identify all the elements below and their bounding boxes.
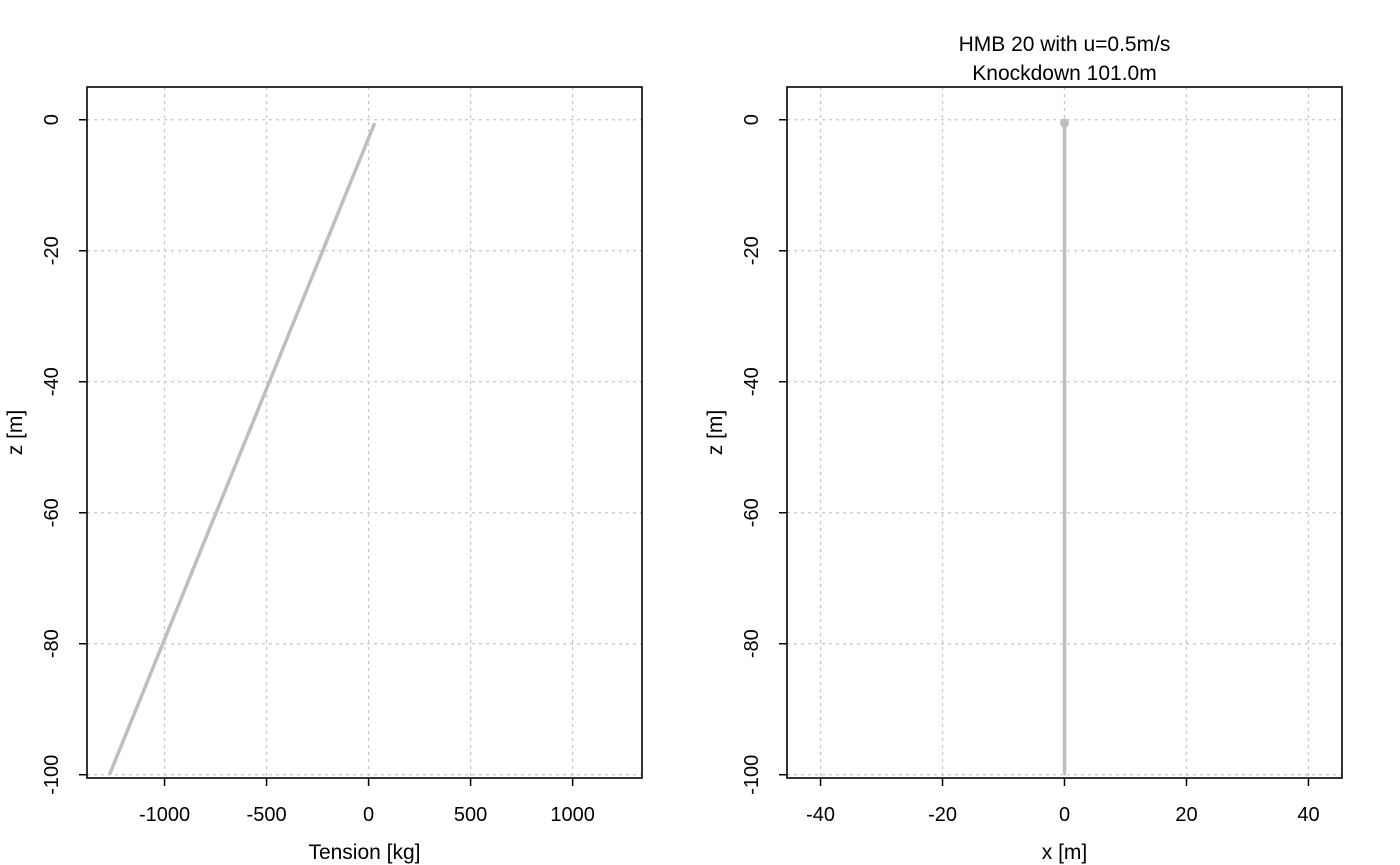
x-tick-label: 20 <box>1175 804 1197 826</box>
x-tick-label: -1000 <box>139 804 190 826</box>
x-tick-label: -500 <box>247 804 287 826</box>
y-tick-label: -20 <box>741 236 763 265</box>
chart-title-line: Knockdown 101.0m <box>972 62 1156 85</box>
position-panel: -40 -20 0 20 40 0 -20 -40 -60 -80 -100 x [m] z [m] HM… <box>704 33 1343 864</box>
plot-frame <box>86 86 643 779</box>
y-tick-label: -40 <box>741 367 763 396</box>
y-tick-label: -100 <box>41 755 63 795</box>
x-axis-label: Tension [kg] <box>308 841 420 864</box>
y-axis-label: z [m] <box>704 410 727 456</box>
y-tick-label: -60 <box>41 498 63 527</box>
x-tick-label: 40 <box>1297 804 1319 826</box>
x-tick-label: -40 <box>806 804 835 826</box>
y-tick-label: -80 <box>741 629 763 658</box>
y-tick-label: 0 <box>741 114 763 125</box>
x-tick-label: 0 <box>363 804 374 826</box>
x-axis-label: x [m] <box>1042 841 1088 864</box>
chart-title-line: HMB 20 with u=0.5m/s <box>959 33 1171 56</box>
y-axis-label: z [m] <box>4 410 27 456</box>
y-tick-label: -60 <box>741 498 763 527</box>
top-float-marker <box>1060 118 1069 128</box>
x-tick-label: 500 <box>454 804 487 826</box>
y-tick-label: -40 <box>41 367 63 396</box>
tension-panel: -1000 -500 0 500 1000 0 -20 -40 -60 -80 -100 Tensio… <box>4 86 643 864</box>
x-tick-label: 0 <box>1059 804 1070 826</box>
y-tick-label: -20 <box>41 236 63 265</box>
x-tick-label: 1000 <box>550 804 595 826</box>
y-tick-label: 0 <box>41 114 63 125</box>
y-tick-label: -80 <box>41 629 63 658</box>
series-line <box>107 122 377 776</box>
y-tick-label: -100 <box>741 755 763 795</box>
x-tick-label: -20 <box>928 804 957 826</box>
